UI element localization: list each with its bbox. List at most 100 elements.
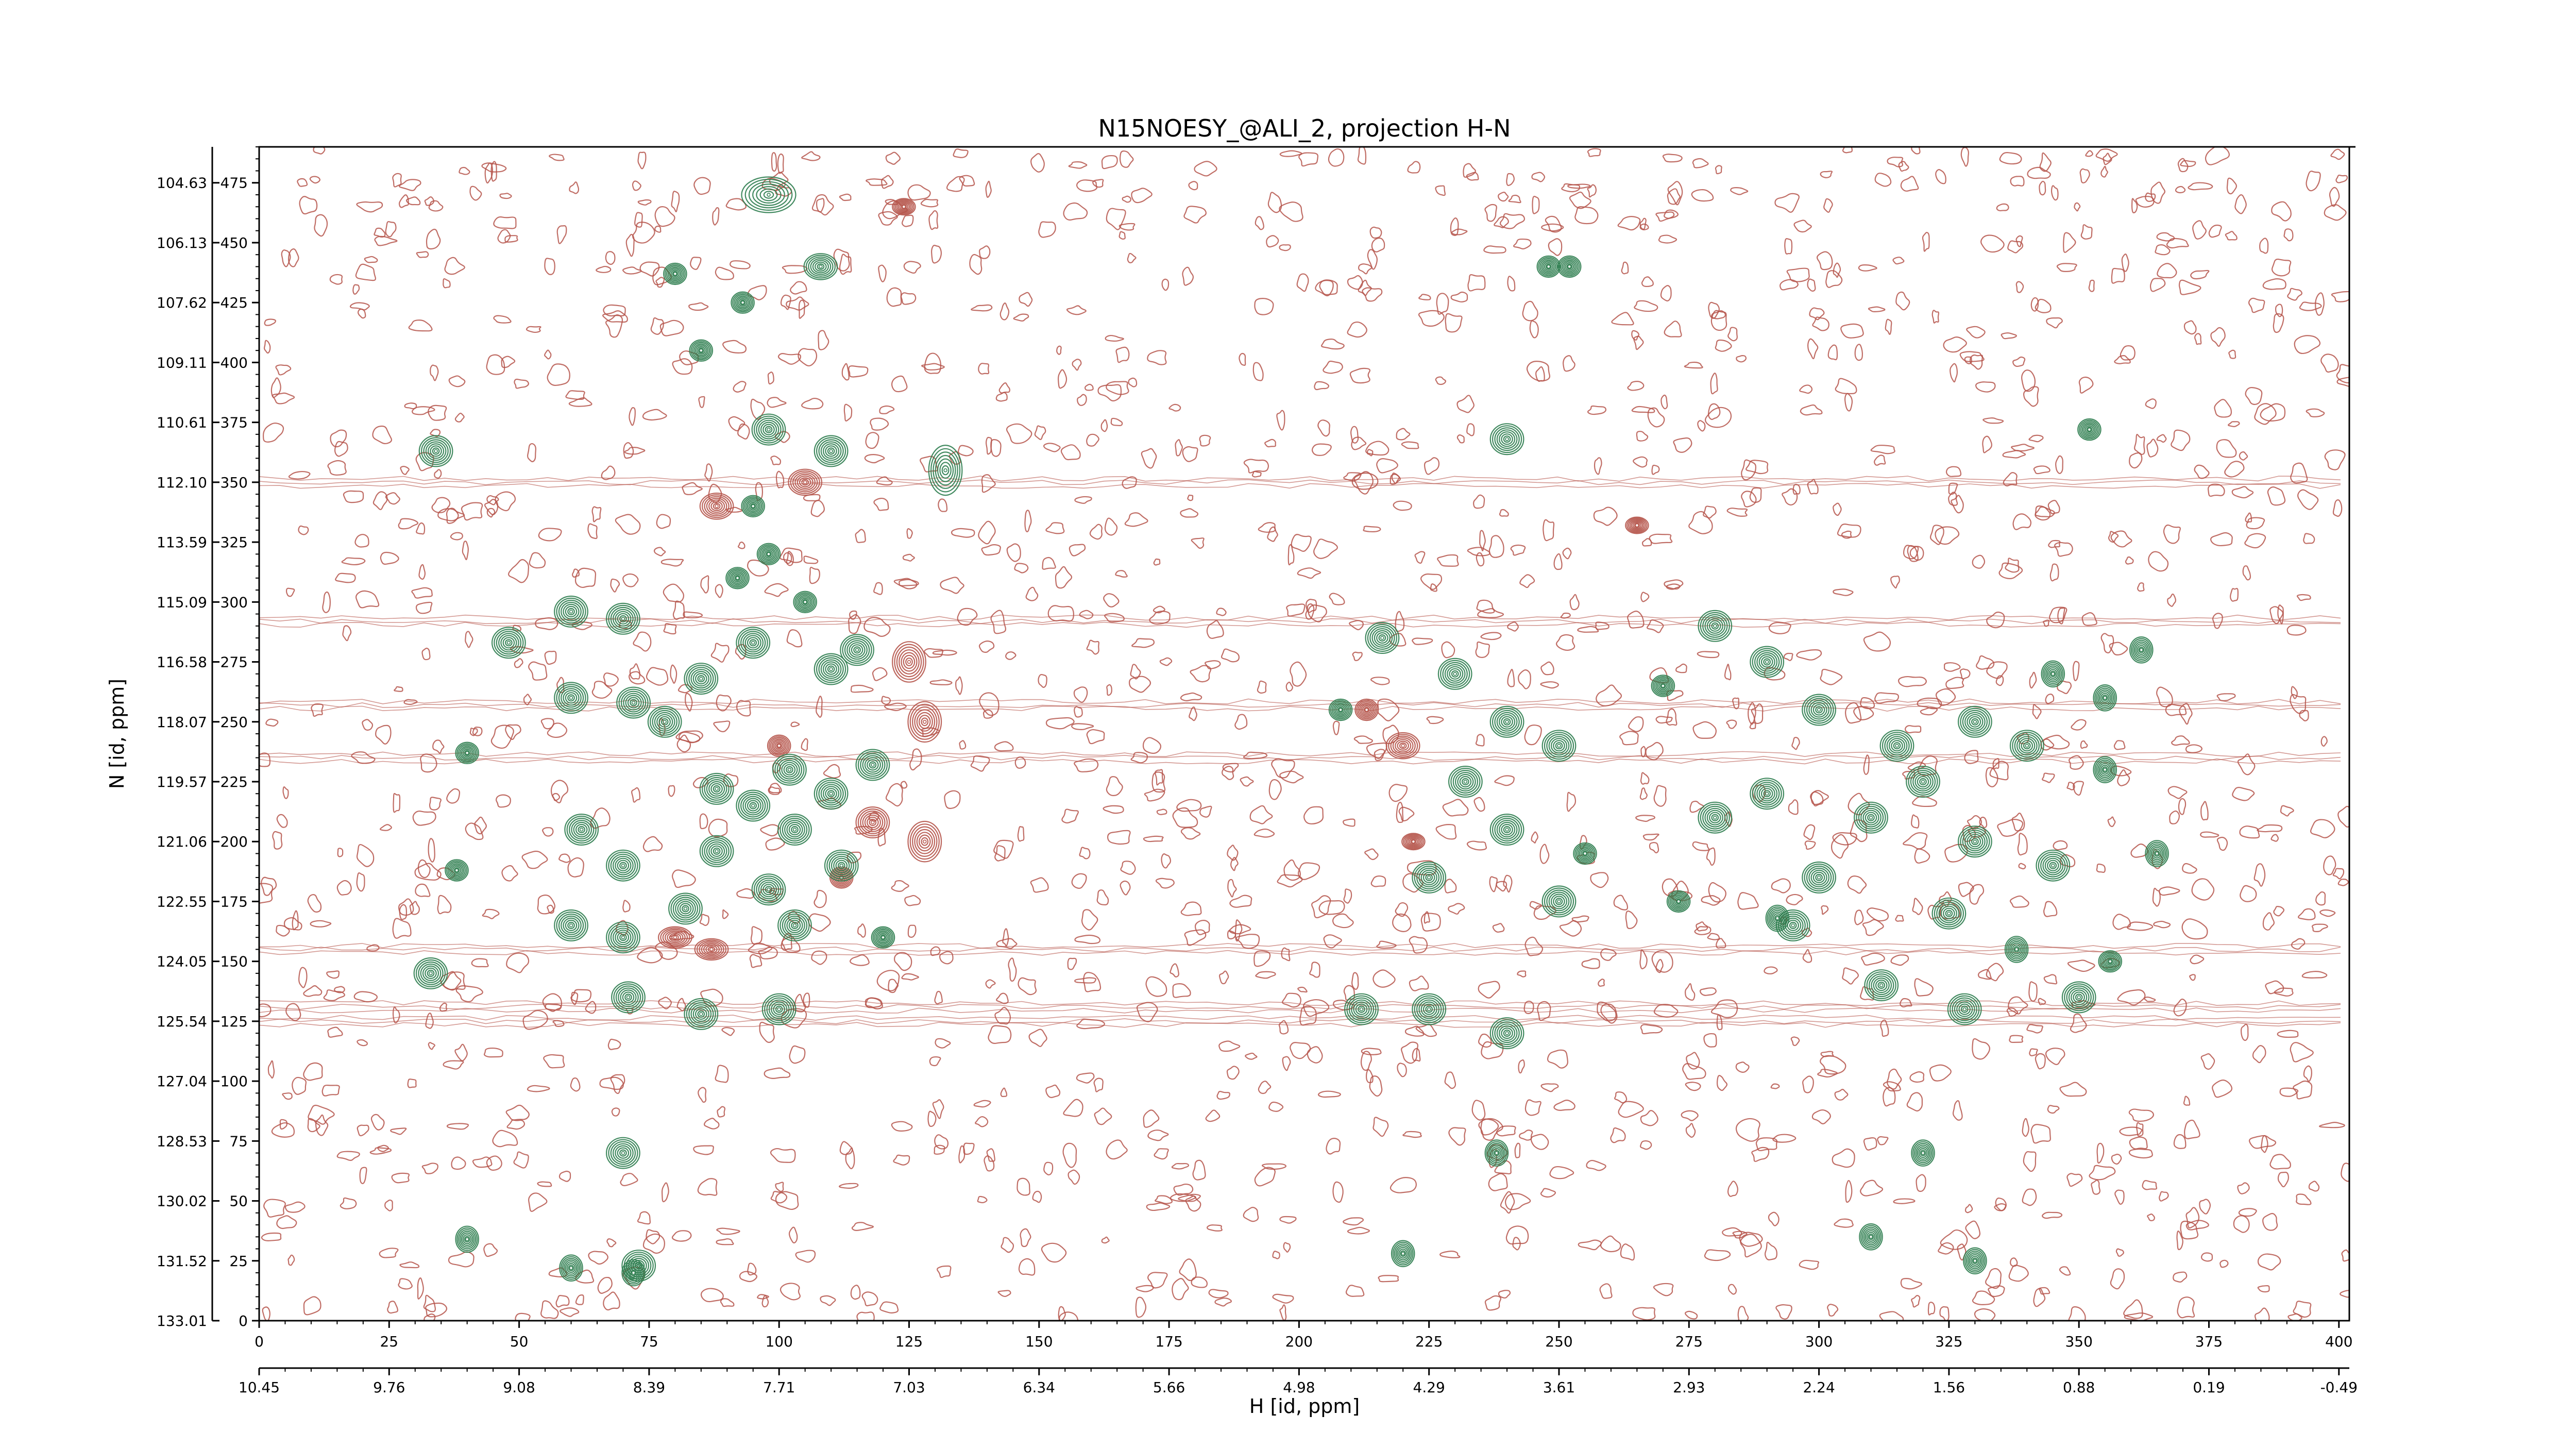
noise-contour (1707, 403, 1721, 420)
positive-peak (736, 627, 771, 659)
noise-contour (697, 1178, 718, 1196)
noise-contour (2145, 398, 2157, 409)
noise-contour (2107, 816, 2116, 828)
noise-contour (2297, 489, 2319, 510)
noise-contour (354, 534, 369, 548)
noise-contour (1751, 703, 1764, 724)
noise-contour (1567, 183, 1591, 189)
noise-contour (1874, 173, 1892, 187)
positive-peak (1489, 423, 1524, 456)
noise-contour (2163, 524, 2181, 544)
noise-contour (932, 1099, 944, 1119)
negative-peak (699, 492, 734, 520)
noise-contour (1059, 1311, 1079, 1321)
noise-contour (748, 942, 773, 954)
noise-contour (1514, 1142, 1521, 1158)
noise-contour (1016, 1177, 1030, 1196)
noise-contour (2205, 147, 2230, 165)
y-ppm-tick-label: 104.63 (157, 175, 207, 192)
noise-contour (1691, 189, 1714, 202)
noise-contour (656, 514, 671, 529)
noise-contour (698, 396, 705, 408)
noise-contour (1498, 1290, 1511, 1299)
x-axis-label: H [id, ppm] (1249, 1395, 1360, 1418)
noise-contour (1476, 552, 1485, 567)
noise-contour (1347, 321, 1367, 338)
noise-contour (879, 1301, 899, 1313)
noise-contour (1448, 903, 1465, 915)
noise-contour (848, 614, 861, 634)
noise-contour (2226, 177, 2238, 195)
noise-contour (1136, 1285, 1154, 1292)
noise-contour (1313, 538, 1338, 559)
noise-contour (2121, 254, 2129, 272)
noise-contour (1707, 933, 1720, 940)
noise-contour (1370, 875, 1386, 887)
noise-contour (1147, 1130, 1169, 1141)
noise-contour (1803, 824, 1816, 840)
noise-contour (2048, 540, 2061, 548)
x-ppm-tick-label: 4.98 (1283, 1379, 1315, 1396)
noise-contour (1562, 547, 1572, 560)
noise-contour (1621, 261, 1629, 275)
noise-contour (1282, 1056, 1291, 1071)
noise-contour (587, 523, 598, 540)
noise-contour (1735, 1062, 1750, 1073)
noise-contour (1597, 1001, 1617, 1022)
noise-contour (499, 193, 512, 199)
noise-contour (1874, 692, 1899, 704)
noise-contour (725, 198, 747, 211)
noise-contour (547, 904, 554, 914)
positive-peak (699, 835, 734, 867)
noise-contour (808, 913, 831, 932)
noise-contour (1332, 1181, 1344, 1203)
noise-contour (1154, 1148, 1169, 1160)
noise-contour (417, 859, 431, 879)
noise-contour (2030, 297, 2039, 312)
noise-contour (2011, 444, 2035, 452)
noise-contour (2185, 1220, 2209, 1231)
noise-contour (770, 1191, 788, 1204)
noise-contour (1900, 998, 1912, 1008)
noise-contour (1673, 437, 1692, 453)
noise-contour (356, 201, 383, 213)
noise-contour (1939, 891, 1952, 907)
noise-contour (398, 1278, 413, 1290)
noise-contour (777, 153, 784, 174)
noise-contour (1833, 502, 1842, 516)
noise-contour (558, 1170, 571, 1182)
noise-contour (1437, 554, 1459, 567)
positive-peak (1391, 1240, 1415, 1268)
noise-contour (1279, 1216, 1297, 1224)
noise-contour (1569, 191, 1591, 209)
noise-contour (2043, 901, 2058, 917)
noise-contour (2124, 1312, 2154, 1321)
noise-contour (1391, 473, 1400, 484)
noise-contour (973, 1100, 991, 1108)
noise-contour (1130, 752, 1148, 764)
noise-contour (2066, 1173, 2083, 1187)
noise-contour (1014, 756, 1026, 769)
noise-contour (975, 1116, 989, 1127)
noise-contour (1267, 526, 1278, 542)
noise-contour (1172, 807, 1198, 828)
noise-contour (1715, 339, 1732, 352)
noise-contour (1518, 669, 1531, 689)
noise-contour (818, 330, 829, 350)
noise-contour (1531, 172, 1546, 182)
positive-peak (1489, 705, 1524, 738)
noise-contour (1276, 410, 1285, 431)
noise-contour (1096, 889, 1109, 906)
noise-band (259, 943, 2341, 956)
noise-contour (900, 292, 917, 305)
noise-contour (1451, 228, 1468, 235)
noise-contour (1920, 707, 1938, 716)
noise-contour (1786, 894, 1803, 905)
noise-contour (682, 482, 703, 495)
noise-contour (1192, 1159, 1206, 1181)
noise-contour (261, 877, 277, 896)
noise-contour (549, 154, 565, 161)
positive-peak (741, 176, 796, 213)
noise-contour (1914, 848, 1930, 864)
noise-contour (282, 1092, 293, 1100)
